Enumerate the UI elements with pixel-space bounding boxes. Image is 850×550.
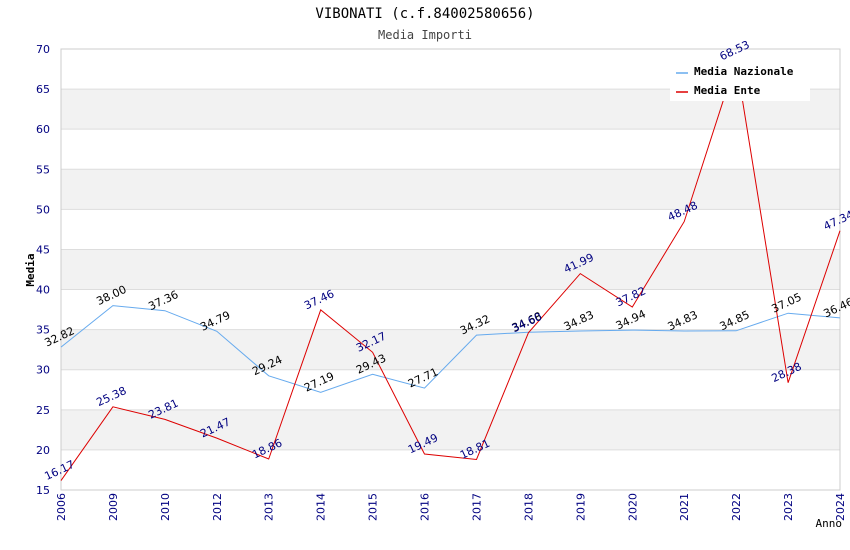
legend-box [670,60,810,101]
background-band [61,409,840,450]
chart-subtitle: Media Importi [378,28,472,42]
x-axis-ticks: 2006 2009 2010 2012 2013 2014 2015 2016 2017 2018… [55,493,847,521]
background-band [61,169,840,210]
y-tick-label: 20 [36,444,50,457]
x-tick-label: 2018 [522,493,535,521]
y-axis-label: Media [24,253,37,286]
plot-area [60,48,841,491]
legend-label-media-nazionale: Media Nazionale [694,65,794,78]
x-tick-label: 2012 [211,493,224,521]
x-tick-label: 2006 [55,493,68,521]
y-tick-label: 40 [36,284,50,297]
x-tick-label: 2017 [470,493,483,521]
x-tick-label: 2021 [678,493,691,521]
series-line [60,305,841,393]
background-band [61,249,840,290]
y-tick-label: 45 [36,243,50,256]
data-label: 68.53 [718,38,752,63]
data-label: 27.19 [302,370,336,395]
data-label: 37.46 [302,287,336,312]
x-tick-label: 2015 [367,493,380,521]
y-tick-label: 70 [36,43,50,56]
y-axis-ticks: 15 20 25 30 35 40 45 50 55 60 65 70 [36,43,50,497]
series-lines [60,60,841,481]
series-line [60,60,841,481]
chart-title: VIBONATI (c.f.84002580656) [315,6,534,22]
y-tick-label: 35 [36,324,50,337]
data-label: 25.38 [94,384,128,409]
x-axis-label: Anno [816,517,843,530]
data-label: 37.05 [770,290,804,315]
x-tick-label: 2013 [263,493,276,521]
data-label: 47.34 [821,208,850,233]
y-tick-label: 65 [36,83,50,96]
y-tick-label: 50 [36,203,50,216]
data-label: 37.36 [146,288,180,313]
x-tick-label: 2014 [315,493,328,521]
y-tick-label: 25 [36,404,50,417]
data-label: 16.17 [42,458,76,483]
x-tick-label: 2019 [574,493,587,521]
data-label: 34.94 [614,307,648,332]
x-tick-label: 2023 [782,493,795,521]
y-tick-label: 15 [36,484,50,497]
x-tick-label: 2020 [626,493,639,521]
x-tick-label: 2024 [834,493,847,521]
plot-background-bands [61,89,840,450]
data-label: 36.46 [821,295,850,320]
x-tick-label: 2010 [159,493,172,521]
background-band [61,329,840,370]
x-tick-label: 2022 [730,493,743,521]
legend: Media Nazionale Media Ente [670,60,810,101]
x-tick-label: 2009 [107,493,120,521]
y-tick-label: 30 [36,364,50,377]
x-tick-label: 2016 [419,493,432,521]
y-tick-label: 60 [36,123,50,136]
y-tick-label: 55 [36,163,50,176]
legend-label-media-ente: Media Ente [694,84,761,97]
